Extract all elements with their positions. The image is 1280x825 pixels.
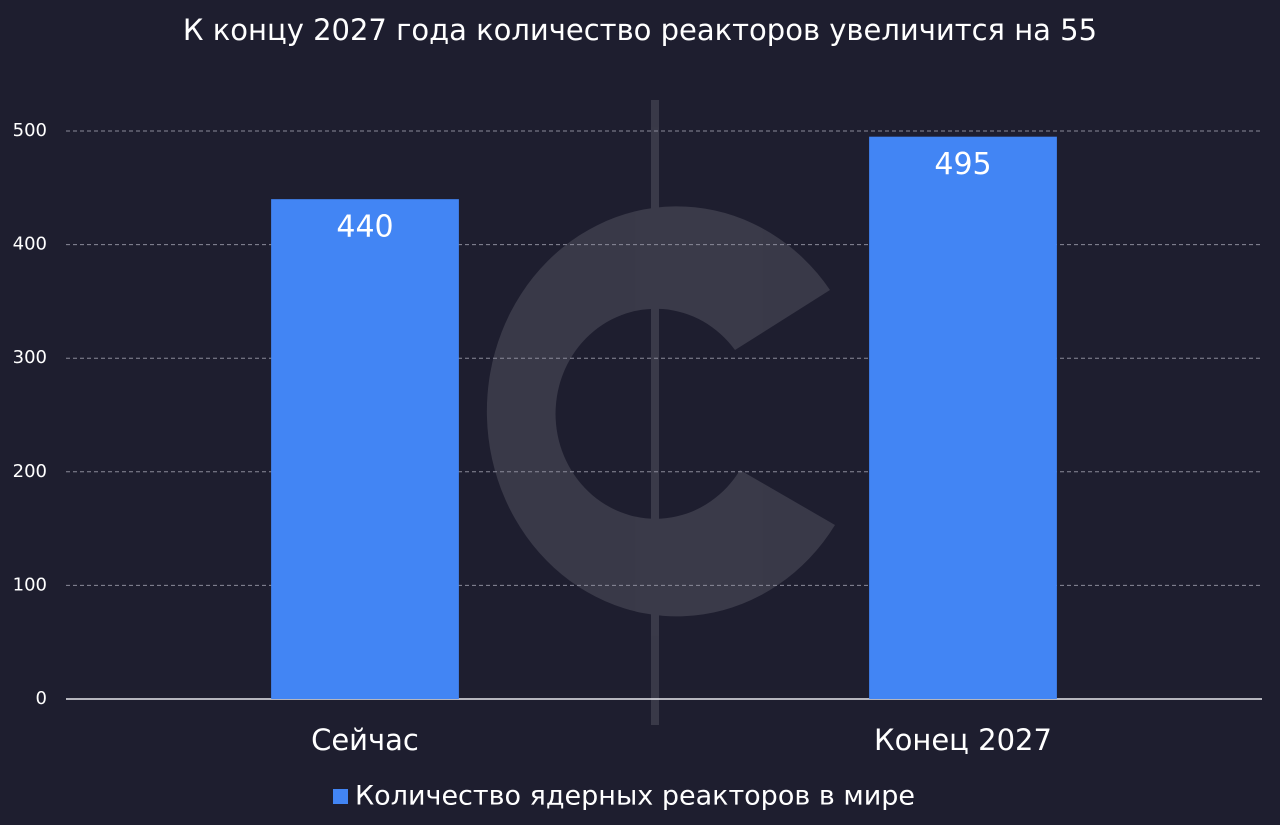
y-tick-label: 300 (13, 347, 47, 368)
y-tick-label: 200 (13, 461, 47, 482)
y-tick-label: 0 (36, 688, 47, 709)
y-tick-label: 400 (13, 234, 47, 255)
legend-label: Количество ядерных реакторов в мире (355, 781, 915, 812)
watermark (486, 100, 835, 725)
x-tick-label: Сейчас (311, 723, 419, 757)
chart-title: К концу 2027 года количество реакторов у… (183, 13, 1097, 47)
y-tick-label: 100 (13, 574, 47, 595)
bar (271, 199, 459, 699)
watermark-line (651, 100, 659, 725)
data-label: 440 (336, 210, 393, 245)
y-tick-label: 500 (13, 120, 47, 141)
bar (869, 136, 1057, 699)
watermark-logo (486, 206, 835, 617)
x-tick-label: Конец 2027 (874, 723, 1052, 757)
data-label: 495 (934, 147, 991, 182)
legend-swatch (333, 789, 348, 804)
